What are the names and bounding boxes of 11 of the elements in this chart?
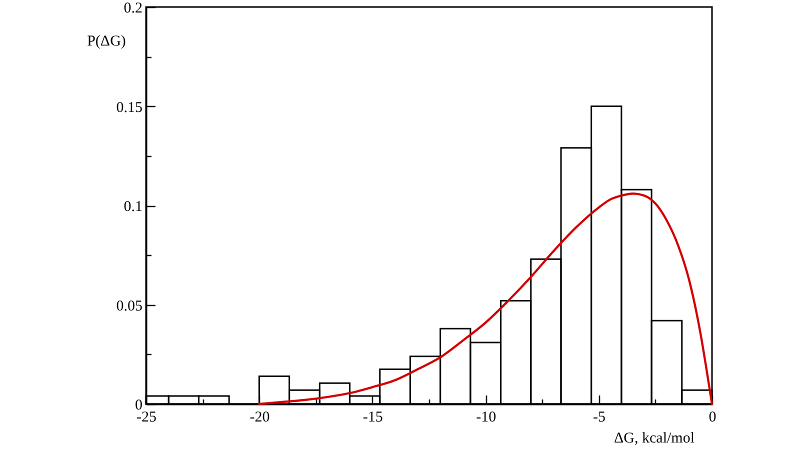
x-tick-label: -5 [593, 410, 606, 426]
x-tick-label: -10 [476, 410, 496, 426]
x-axis-title: ΔG, kcal/mol [614, 430, 694, 446]
y-tick-label: 0.15 [116, 100, 142, 116]
y-axis-title: P(ΔG) [87, 34, 126, 50]
x-tick-label: 0 [708, 410, 716, 426]
y-tick-label: 0.2 [124, 0, 142, 16]
y-tick-label: 0.05 [116, 298, 142, 314]
x-tick-label: -20 [250, 410, 270, 426]
y-tick-label: 0.1 [124, 199, 142, 215]
x-tick-label: -15 [362, 410, 383, 426]
